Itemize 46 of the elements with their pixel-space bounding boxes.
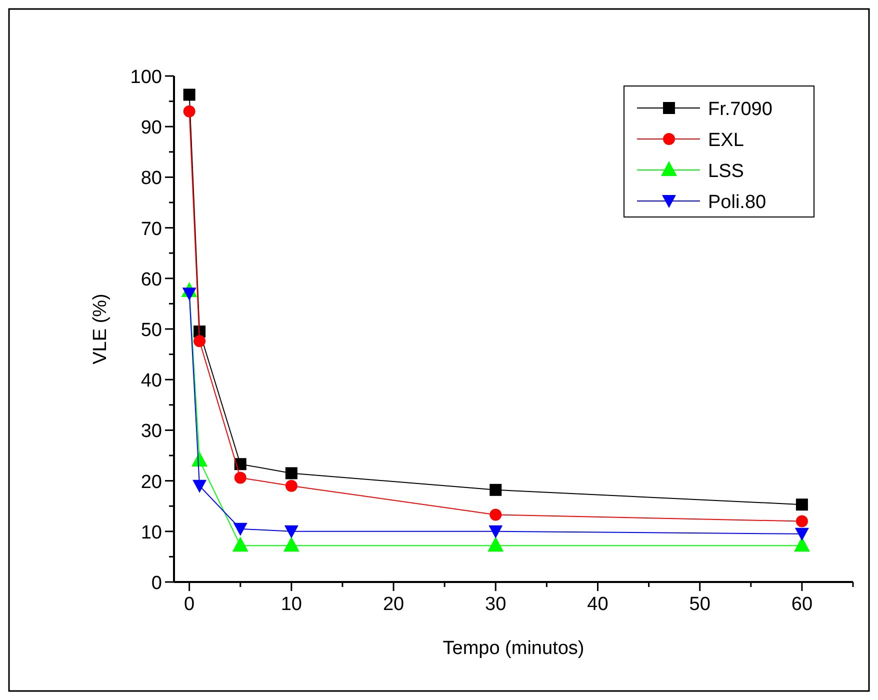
- point: [794, 528, 809, 541]
- x-tick-label: 0: [184, 594, 195, 615]
- y-tick-label: 100: [130, 67, 162, 88]
- point: [285, 480, 298, 492]
- y-tick-label: 50: [140, 320, 162, 341]
- point: [192, 480, 207, 493]
- y-tick-label: 30: [140, 421, 162, 442]
- y-axis-title: VLE (%): [90, 294, 111, 364]
- point: [182, 288, 196, 301]
- y-tick-label: 80: [140, 168, 162, 190]
- point: [234, 458, 246, 470]
- y-tick-label: 60: [140, 269, 162, 290]
- point: [194, 335, 206, 348]
- legend-label: EXL: [708, 130, 744, 151]
- y-tick-label: 20: [140, 472, 162, 493]
- point: [233, 522, 248, 536]
- point: [488, 536, 504, 552]
- point: [234, 472, 246, 484]
- point: [488, 525, 503, 538]
- x-tick-label: 50: [689, 594, 710, 615]
- point: [490, 484, 502, 496]
- point: [183, 105, 196, 118]
- y-tick-label: 0: [151, 573, 162, 594]
- x-tick-label: 20: [382, 594, 404, 615]
- y-tick-label: 90: [140, 118, 162, 139]
- y-tick-label: 10: [140, 522, 162, 544]
- point: [283, 536, 300, 552]
- y-tick-label: 40: [140, 370, 162, 392]
- x-tick-label: 60: [791, 594, 813, 615]
- point: [232, 536, 248, 552]
- x-tick-label: 40: [587, 594, 608, 615]
- point: [796, 498, 808, 511]
- point: [284, 525, 298, 538]
- x-axis-title: Tempo (minutos): [442, 638, 584, 659]
- x-tick-label: 10: [280, 594, 302, 615]
- point: [796, 515, 808, 528]
- point: [285, 467, 298, 480]
- legend-label: LSS: [708, 161, 744, 182]
- legend-label: Fr.7090: [708, 99, 772, 120]
- legend-label: Poli.80: [708, 192, 766, 213]
- y-tick-label: 70: [140, 218, 162, 240]
- x-tick-label: 30: [485, 594, 506, 615]
- point: [794, 536, 810, 552]
- point: [183, 88, 196, 101]
- point: [192, 452, 208, 467]
- point: [490, 508, 502, 521]
